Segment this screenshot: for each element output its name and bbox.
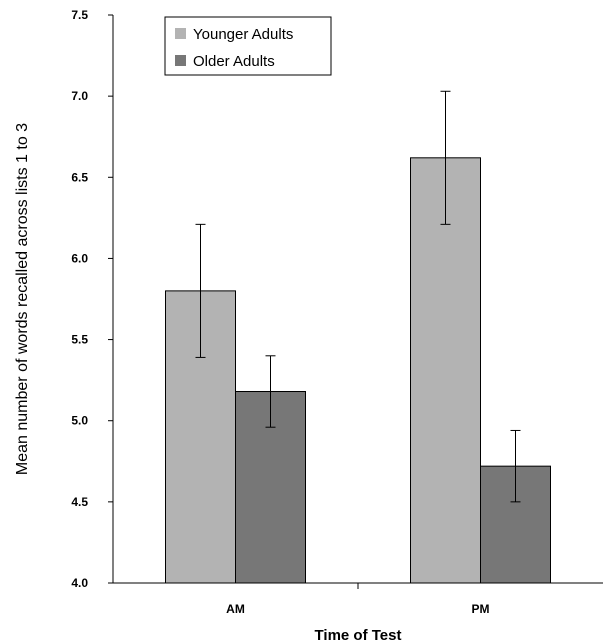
legend-swatch-younger <box>175 28 186 39</box>
legend: Younger Adults Older Adults <box>164 16 332 76</box>
legend-label-younger: Younger Adults <box>193 26 293 43</box>
legend-swatch-older <box>175 55 186 66</box>
legend-box <box>164 16 332 76</box>
x-tick-label: PM <box>472 602 490 616</box>
y-tick-label: 7.5 <box>71 8 88 22</box>
y-tick-label: 6.0 <box>71 251 88 265</box>
plot-area <box>165 90 551 584</box>
x-tick-label: AM <box>226 602 245 616</box>
y-tick-label: 5.5 <box>71 333 88 347</box>
y-tick-label: 5.0 <box>71 414 88 428</box>
x-axis-title: Time of Test <box>315 627 402 644</box>
legend-label-older: Older Adults <box>193 53 275 70</box>
y-axis-title: Mean number of words recalled across lis… <box>14 123 31 475</box>
y-tick-label: 7.0 <box>71 89 88 103</box>
y-tick-label: 4.5 <box>71 495 88 509</box>
y-tick-label: 4.0 <box>71 576 88 590</box>
y-axis-ticks: 4.0 4.5 5.0 5.5 6.0 6.5 7.0 7.5 <box>71 8 113 590</box>
bar-pm-younger-adults <box>410 157 481 584</box>
x-axis-categories: AM PM <box>226 583 490 616</box>
y-tick-label: 6.5 <box>71 170 88 184</box>
